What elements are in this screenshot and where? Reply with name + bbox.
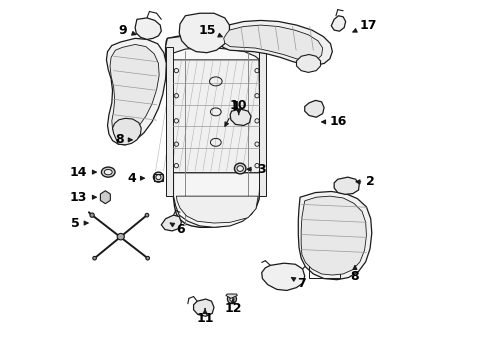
Text: 8: 8 bbox=[116, 133, 132, 146]
Text: 17: 17 bbox=[352, 19, 376, 32]
Ellipse shape bbox=[101, 193, 109, 202]
Ellipse shape bbox=[234, 163, 245, 174]
Ellipse shape bbox=[93, 256, 96, 260]
Polygon shape bbox=[179, 13, 229, 53]
Ellipse shape bbox=[145, 256, 149, 260]
Ellipse shape bbox=[156, 175, 161, 180]
Polygon shape bbox=[230, 109, 250, 126]
Bar bbox=[187, 35, 198, 44]
Polygon shape bbox=[165, 33, 265, 227]
Text: 16: 16 bbox=[321, 116, 346, 129]
Polygon shape bbox=[333, 177, 359, 194]
Polygon shape bbox=[110, 44, 159, 136]
Text: 9: 9 bbox=[118, 24, 136, 37]
Ellipse shape bbox=[237, 166, 243, 171]
Text: 2: 2 bbox=[355, 175, 374, 188]
Ellipse shape bbox=[153, 172, 163, 182]
Polygon shape bbox=[112, 118, 141, 145]
Polygon shape bbox=[165, 33, 265, 63]
Polygon shape bbox=[298, 192, 371, 280]
Polygon shape bbox=[301, 196, 366, 275]
Text: 11: 11 bbox=[196, 309, 213, 325]
Polygon shape bbox=[106, 39, 166, 145]
Ellipse shape bbox=[343, 183, 349, 190]
Text: 13: 13 bbox=[70, 191, 96, 204]
Polygon shape bbox=[165, 46, 172, 196]
Text: 5: 5 bbox=[71, 216, 88, 230]
Polygon shape bbox=[193, 299, 214, 316]
Text: 3: 3 bbox=[246, 163, 265, 176]
Ellipse shape bbox=[90, 213, 94, 217]
Polygon shape bbox=[135, 18, 161, 40]
Text: 12: 12 bbox=[224, 299, 241, 315]
Ellipse shape bbox=[117, 233, 124, 240]
Polygon shape bbox=[220, 21, 332, 65]
Text: 7: 7 bbox=[291, 278, 305, 291]
Text: 14: 14 bbox=[70, 166, 96, 179]
Polygon shape bbox=[261, 263, 304, 291]
Polygon shape bbox=[161, 215, 181, 231]
Polygon shape bbox=[296, 54, 320, 72]
Ellipse shape bbox=[229, 297, 234, 301]
Ellipse shape bbox=[101, 167, 115, 177]
Ellipse shape bbox=[311, 106, 317, 112]
Polygon shape bbox=[173, 173, 260, 227]
Polygon shape bbox=[258, 46, 265, 196]
Ellipse shape bbox=[104, 170, 112, 175]
Text: 6: 6 bbox=[170, 223, 184, 236]
Polygon shape bbox=[100, 191, 110, 204]
Polygon shape bbox=[330, 16, 345, 31]
Polygon shape bbox=[225, 294, 237, 298]
Bar bbox=[308, 256, 339, 278]
Text: 4: 4 bbox=[127, 172, 144, 185]
Text: 10: 10 bbox=[229, 99, 247, 115]
Polygon shape bbox=[223, 25, 322, 61]
Ellipse shape bbox=[227, 294, 236, 303]
Polygon shape bbox=[304, 100, 324, 117]
Text: 15: 15 bbox=[198, 24, 222, 37]
Polygon shape bbox=[172, 60, 260, 173]
Ellipse shape bbox=[145, 213, 148, 217]
Ellipse shape bbox=[237, 114, 244, 120]
Polygon shape bbox=[176, 196, 258, 223]
Text: 8: 8 bbox=[350, 266, 359, 283]
Text: 1: 1 bbox=[224, 100, 240, 126]
